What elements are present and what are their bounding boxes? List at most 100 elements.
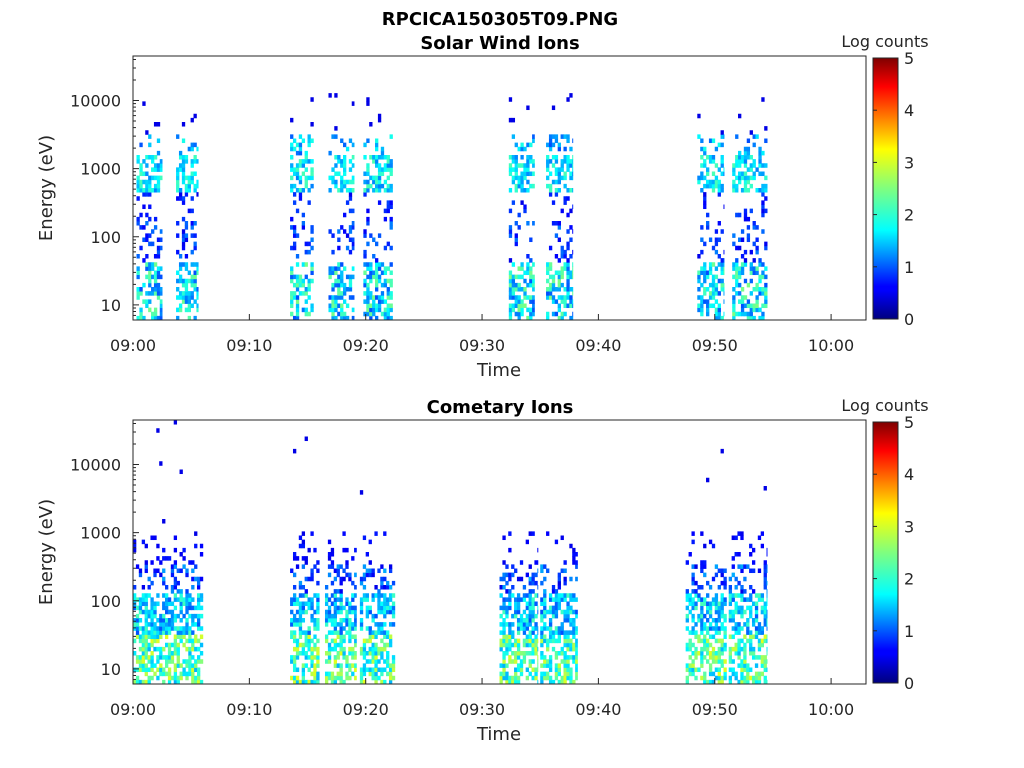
heatmap-cell [711, 671, 716, 677]
heatmap-cell [517, 146, 521, 152]
heatmap-cell [162, 671, 166, 677]
heatmap-cell [757, 655, 762, 660]
heatmap-cell [359, 601, 364, 607]
heatmap-cell [295, 622, 300, 627]
heatmap-cell [196, 291, 199, 296]
heatmap-cell [162, 655, 166, 660]
heatmap-cell [764, 163, 768, 168]
heatmap-cell [372, 307, 376, 313]
heatmap-cell [153, 282, 158, 288]
heatmap-cell [554, 638, 559, 644]
heatmap-cell [316, 609, 320, 615]
heatmap-cell [520, 303, 524, 309]
heatmap-cell [714, 282, 719, 288]
heatmap-cell [153, 568, 157, 574]
heatmap-cell [708, 671, 713, 677]
heatmap-cell [700, 605, 704, 611]
heatmap-cell [763, 580, 767, 586]
heatmap-cell [304, 576, 308, 582]
heatmap-cell [563, 597, 567, 602]
heatmap-cell [334, 163, 338, 168]
heatmap-cell [551, 221, 556, 226]
heatmap-cell [191, 585, 195, 590]
heatmap-cell [560, 270, 564, 276]
heatmap-cell [380, 638, 384, 644]
heatmap-cell [391, 605, 396, 611]
heatmap-cell [331, 282, 335, 288]
heatmap-cell [732, 262, 736, 267]
heatmap-cell [502, 667, 506, 673]
heatmap-cell [136, 266, 140, 271]
heatmap-cell [328, 266, 332, 271]
heatmap-cell [375, 262, 379, 267]
heatmap-cell [703, 204, 707, 210]
heatmap-cell [377, 630, 381, 635]
heatmap-cell [566, 671, 570, 677]
heatmap-cell [138, 618, 143, 623]
heatmap-cell [751, 651, 756, 656]
heatmap-cell [720, 659, 724, 664]
heatmap-cell [190, 274, 194, 280]
heatmap-cell [194, 679, 198, 685]
heatmap-cell [333, 589, 338, 594]
heatmap-cell [708, 155, 713, 160]
heatmap-cell [292, 171, 297, 177]
heatmap-cell [333, 601, 338, 607]
heatmap-cell [368, 630, 372, 635]
heatmap-cell [150, 597, 154, 602]
heatmap-cell [720, 188, 724, 193]
heatmap-cell [365, 613, 370, 619]
heatmap-cell [156, 428, 160, 433]
heatmap-cell [746, 303, 751, 309]
heatmap-cell [191, 568, 195, 574]
heatmap-cell [754, 634, 759, 640]
heatmap-cell [572, 547, 576, 553]
heatmap-cell [301, 159, 306, 164]
heatmap-cell [511, 642, 515, 648]
heatmap-cell [196, 618, 201, 623]
heatmap-cell [327, 646, 332, 652]
heatmap-cell [737, 642, 741, 648]
heatmap-cell [316, 626, 320, 631]
heatmap-cell [295, 564, 300, 569]
heatmap-cell [766, 646, 768, 652]
heatmap-cell [566, 245, 570, 251]
heatmap-cell [694, 634, 698, 640]
heatmap-cell [731, 564, 735, 569]
heatmap-cell [505, 622, 509, 627]
heatmap-cell [328, 229, 332, 234]
heatmap-cell [700, 175, 704, 181]
heatmap-cell [190, 249, 194, 255]
heatmap-cell [295, 167, 300, 172]
heatmap-cell [754, 655, 759, 660]
heatmap-cell [740, 663, 744, 668]
heatmap-cell [749, 597, 753, 602]
heatmap-cell [746, 311, 751, 317]
heatmap-cell [170, 601, 175, 607]
heatmap-cell [191, 667, 195, 673]
heatmap-cell [514, 659, 518, 664]
heatmap-cell [526, 188, 530, 193]
heatmap-cell [340, 183, 344, 189]
heatmap-cell [514, 613, 518, 619]
heatmap-cell [343, 291, 347, 296]
heatmap-cell [159, 163, 163, 168]
heatmap-cell [301, 556, 306, 561]
heatmap-cell [380, 150, 385, 156]
heatmap-cell [514, 159, 518, 164]
heatmap-cell [292, 593, 297, 598]
heatmap-cell [139, 212, 143, 218]
heatmap-cell [531, 580, 535, 586]
heatmap-cell [706, 307, 710, 313]
heatmap-cell [764, 299, 768, 304]
heatmap-cell [505, 646, 509, 652]
heatmap-cell [563, 613, 567, 619]
heatmap-cell [142, 225, 146, 230]
heatmap-cell [546, 167, 550, 172]
heatmap-cell [298, 609, 303, 615]
heatmap-cell [371, 651, 375, 656]
heatmap-cell [511, 679, 515, 685]
heatmap-cell [150, 618, 154, 623]
x-axis-label-solar-wind: Time [476, 360, 521, 381]
heatmap-cell [572, 155, 574, 160]
